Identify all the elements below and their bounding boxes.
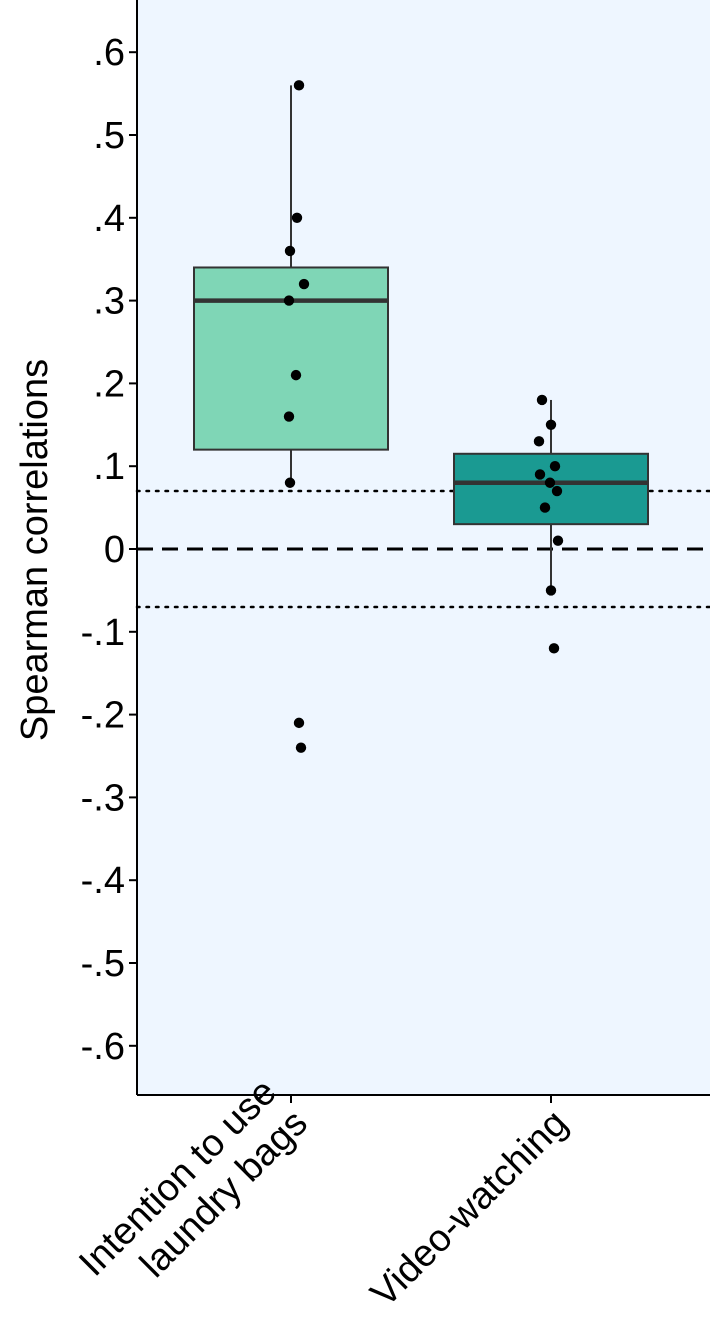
- data-point: [552, 535, 564, 546]
- data-point: [295, 742, 307, 753]
- data-point: [293, 80, 305, 91]
- data-point: [539, 502, 551, 513]
- y-tick-label: .4: [93, 198, 125, 240]
- y-tick-label: -.2: [81, 695, 125, 737]
- y-tick-label: -.5: [81, 943, 125, 985]
- data-point: [548, 643, 560, 654]
- data-point: [293, 717, 305, 729]
- data-point: [283, 411, 295, 422]
- data-point: [290, 369, 302, 381]
- y-tick-label: .5: [93, 115, 125, 157]
- data-point: [536, 394, 548, 406]
- y-tick-label: -.1: [81, 612, 125, 654]
- data-point: [545, 585, 557, 596]
- data-point: [551, 485, 563, 497]
- y-tick-label: .3: [93, 281, 125, 323]
- y-tick-label: -.6: [81, 1026, 125, 1068]
- y-tick-label: .2: [93, 363, 125, 405]
- data-point: [284, 245, 296, 257]
- y-tick-labels: .6 .5 .4 .3 .2 .1 0 -.1 -.2 -.3 -.4 -.5 -.6: [81, 32, 125, 1068]
- data-point: [549, 461, 561, 472]
- y-tick-label: .1: [93, 446, 125, 488]
- x-tick-label: Video-watching: [363, 1102, 576, 1315]
- y-tick-label: 0: [104, 529, 125, 571]
- data-point: [284, 477, 296, 488]
- y-tick-label: -.4: [81, 860, 125, 902]
- y-tick-label: -.3: [81, 777, 125, 819]
- data-point: [534, 469, 546, 480]
- data-point: [291, 212, 303, 223]
- data-point: [545, 419, 557, 430]
- data-point: [298, 278, 310, 290]
- data-point: [283, 295, 295, 306]
- x-tick-label-line: Video-watching: [363, 1102, 576, 1315]
- data-points: [283, 80, 564, 753]
- box: [193, 266, 389, 451]
- axes: [129, 0, 710, 1103]
- y-axis-label: Spearman correlations: [14, 359, 56, 741]
- data-point: [544, 477, 556, 488]
- y-tick-label: .6: [93, 32, 125, 74]
- data-point: [533, 436, 545, 447]
